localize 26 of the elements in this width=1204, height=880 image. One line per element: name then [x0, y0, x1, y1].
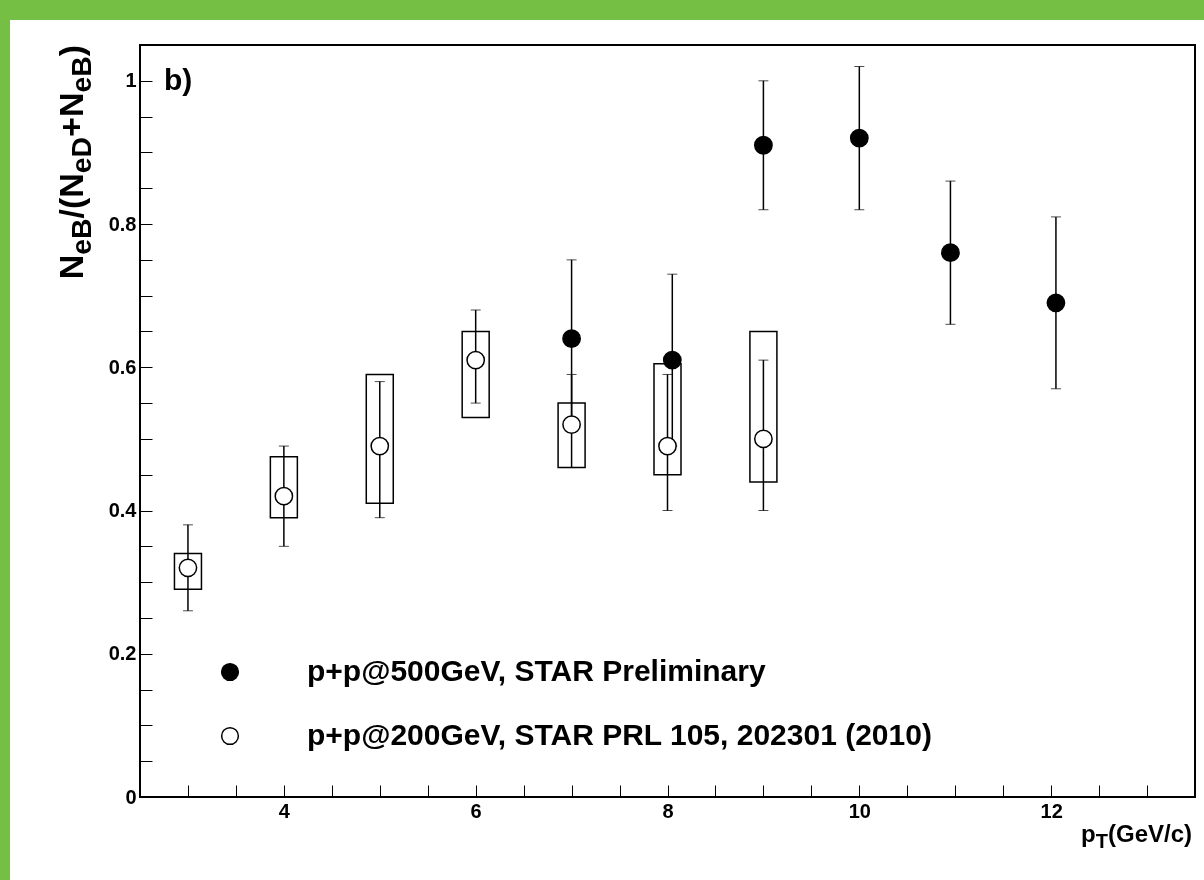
legend-label: p+p@200GeV, STAR PRL 105, 202301 (2010) [307, 718, 932, 751]
legend-label: p+p@500GeV, STAR Preliminary [307, 654, 766, 687]
point [754, 429, 773, 449]
x-tick-label: 12 [1040, 799, 1063, 822]
x-tick-label: 4 [278, 799, 291, 822]
point [658, 436, 677, 456]
y-tick-label: 0 [125, 785, 137, 808]
y-tick-label: 0.4 [108, 499, 138, 522]
x-tick-label: 10 [848, 799, 871, 822]
y-tick-label: 0.2 [108, 642, 137, 665]
point [849, 128, 869, 148]
y-tick-label: 0.8 [108, 212, 137, 235]
annotation: b) [164, 63, 193, 96]
point [370, 436, 390, 456]
x-tick-label: 6 [470, 799, 482, 822]
point [1046, 293, 1066, 313]
y-tick-label: 0.6 [108, 355, 137, 378]
point [941, 243, 960, 263]
point [562, 415, 581, 434]
x-axis-title: p$_{T}$(GeV/c) [1081, 820, 1192, 853]
y-tick-label: 1 [125, 69, 137, 92]
x-tick-label: 8 [662, 799, 674, 822]
point [562, 329, 581, 349]
point [662, 350, 682, 370]
point [754, 135, 773, 155]
point [466, 350, 486, 370]
